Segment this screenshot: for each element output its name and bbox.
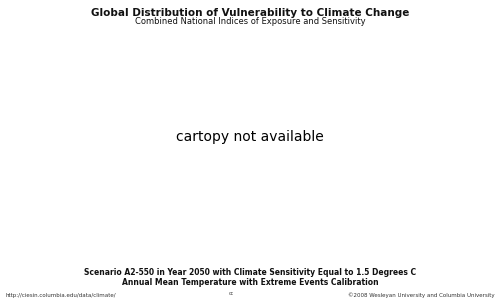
Text: ©2008 Wesleyan University and Columbia University: ©2008 Wesleyan University and Columbia U… <box>348 292 495 298</box>
Text: Annual Mean Temperature with Extreme Events Calibration: Annual Mean Temperature with Extreme Eve… <box>122 278 378 287</box>
Text: Combined National Indices of Exposure and Sensitivity: Combined National Indices of Exposure an… <box>134 16 366 26</box>
Text: http://ciesin.columbia.edu/data/climate/: http://ciesin.columbia.edu/data/climate/ <box>5 292 116 298</box>
Text: cc: cc <box>228 291 234 296</box>
Text: Global Distribution of Vulnerability to Climate Change: Global Distribution of Vulnerability to … <box>91 8 409 17</box>
Text: cartopy not available: cartopy not available <box>176 130 324 143</box>
Text: Scenario A2-550 in Year 2050 with Climate Sensitivity Equal to 1.5 Degrees C: Scenario A2-550 in Year 2050 with Climat… <box>84 268 416 277</box>
